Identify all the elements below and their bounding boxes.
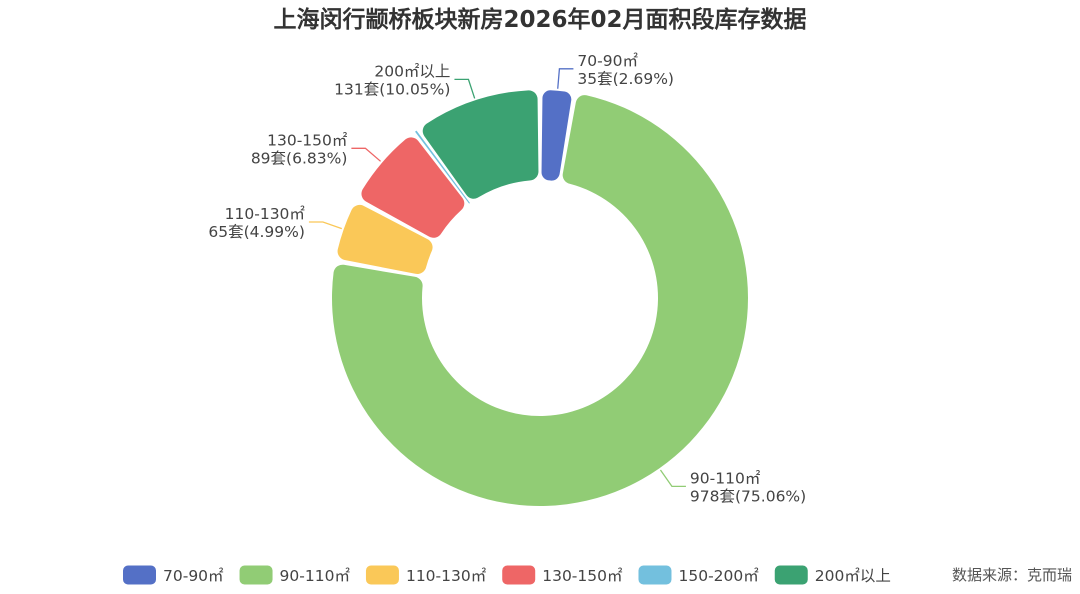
chart-title: 上海闵行颛桥板块新房2026年02月面积段库存数据 (273, 6, 806, 33)
leader-line-200-plus (454, 78, 476, 99)
slice-label-130-150-name: 130-150㎡ (267, 131, 348, 149)
leader-line-130-150 (351, 147, 381, 162)
slice-130-150[interactable] (361, 137, 465, 238)
slice-label-90-110-value: 978套(75.06%) (690, 487, 806, 505)
slice-label-90-110-name: 90-110㎡ (690, 469, 761, 487)
legend-swatch-150-200[interactable] (638, 565, 672, 585)
legend-swatch-90-110[interactable] (239, 565, 273, 585)
leader-line-70-90 (557, 68, 574, 89)
legend-label-150-200[interactable]: 150-200㎡ (678, 567, 759, 585)
pie-slices (332, 90, 749, 507)
leader-line-110-130 (308, 221, 343, 230)
slice-label-130-150-value: 89套(6.83%) (251, 149, 348, 167)
leader-line-90-110 (659, 469, 686, 488)
slice-70-90[interactable] (541, 90, 572, 181)
legend-swatch-110-130[interactable] (365, 565, 399, 585)
legend-label-70-90[interactable]: 70-90㎡ (163, 567, 224, 585)
slice-90-110[interactable] (332, 95, 749, 507)
legend-swatch-130-150[interactable] (502, 565, 536, 585)
legend: 70-90㎡ 90-110㎡ 110-130㎡ 130-150㎡ 150-200㎡ 200… (123, 565, 891, 585)
legend-label-110-130[interactable]: 110-130㎡ (406, 567, 487, 585)
slice-label-110-130-value: 65套(4.99%) (208, 223, 305, 241)
slice-label-200-plus-name: 200㎡以上 (374, 62, 450, 80)
slice-200-plus[interactable] (422, 90, 539, 199)
slice-150-200[interactable] (415, 130, 470, 204)
legend-label-90-110[interactable]: 90-110㎡ (280, 567, 351, 585)
legend-label-200-plus[interactable]: 200㎡以上 (815, 567, 891, 585)
slice-label-110-130-name: 110-130㎡ (225, 205, 306, 223)
slice-label-70-90-name: 70-90㎡ (577, 52, 638, 70)
data-source: 数据来源：克而瑞 (952, 566, 1072, 584)
legend-swatch-200-plus[interactable] (774, 565, 808, 585)
slice-label-70-90-value: 35套(2.69%) (577, 70, 674, 88)
legend-swatch-70-90[interactable] (123, 565, 156, 585)
slice-110-130[interactable] (337, 204, 433, 274)
slice-label-200-plus-value: 131套(10.05%) (334, 80, 450, 98)
legend-label-130-150[interactable]: 130-150㎡ (542, 567, 623, 585)
